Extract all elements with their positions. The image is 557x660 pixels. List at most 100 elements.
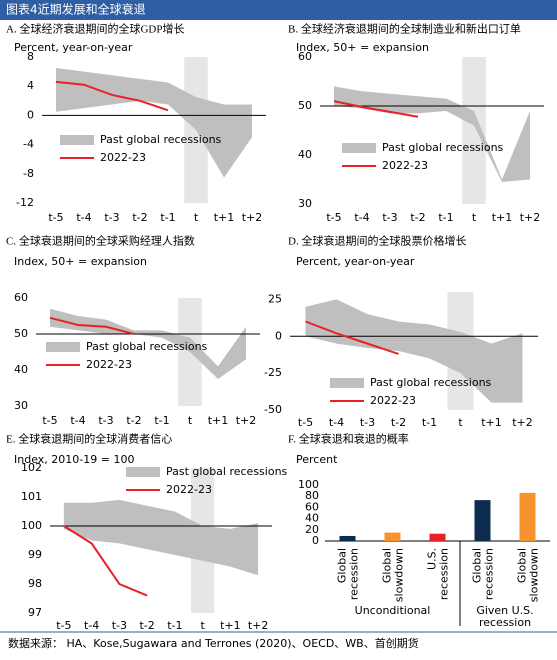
- x-tick-label: U.S.: [426, 548, 439, 570]
- x-tick-label: t-1: [422, 416, 437, 429]
- red-line: [55, 80, 169, 112]
- panel-title: C. 全球衰退期间的全球采购经理人指数: [6, 234, 195, 248]
- x-tick-label: t-3: [112, 619, 127, 632]
- axis-label: Index, 50+ = expansion: [296, 41, 429, 54]
- x-tick-label: recession: [438, 548, 451, 600]
- y-tick-label: 60: [298, 50, 312, 63]
- axis-label: Percent, year-on-year: [14, 41, 133, 54]
- y-tick-label: 101: [21, 490, 42, 503]
- bar: [474, 500, 491, 541]
- x-tick-label: t: [472, 211, 477, 224]
- legend-label: 2022-23: [370, 394, 416, 407]
- band-area: [63, 499, 259, 576]
- x-tick-label: t+2: [512, 416, 533, 429]
- x-tick-label: t-2: [410, 211, 425, 224]
- y-tick-label: 0: [312, 534, 319, 547]
- y-tick-label: 30: [298, 197, 312, 210]
- x-tick-label: t+2: [248, 619, 269, 632]
- x-tick-label: recession: [348, 548, 361, 600]
- y-tick-label: 40: [305, 512, 319, 525]
- x-tick-label: t+1: [220, 619, 241, 632]
- x-tick-label: t-4: [354, 211, 369, 224]
- band-area: [305, 299, 523, 403]
- panel-title: A. 全球经济衰退期间的全球GDP增长: [6, 22, 184, 36]
- x-tick-label: t: [188, 414, 193, 427]
- x-tick-label: t-3: [382, 211, 397, 224]
- x-tick-label: t-4: [76, 211, 91, 224]
- y-tick-label: 25: [268, 292, 282, 305]
- red-line: [305, 320, 399, 355]
- footer-source: 数据来源： HA、Kose,Sugawara and Terrones (202…: [8, 636, 419, 650]
- red-line: [333, 100, 419, 118]
- x-tick-label: t-3: [360, 416, 375, 429]
- y-tick-label: -25: [264, 366, 282, 379]
- group-label: Unconditional: [355, 604, 431, 617]
- group-label: Given U.S.: [476, 604, 533, 617]
- x-tick-label: t+2: [242, 211, 263, 224]
- x-tick-label: Global: [381, 548, 394, 583]
- red-line: [63, 525, 148, 597]
- x-tick-label: t-2: [139, 619, 154, 632]
- y-tick-label: 50: [14, 327, 28, 340]
- y-tick-label: 0: [275, 329, 282, 342]
- y-tick-label: 0: [27, 108, 34, 121]
- x-tick-label: t-5: [48, 211, 63, 224]
- legend-swatch: [46, 342, 80, 352]
- legend-label: 2022-23: [166, 483, 212, 496]
- legend-label: Past global recessions: [86, 340, 208, 353]
- y-tick-label: 100: [21, 519, 42, 532]
- y-tick-label: 80: [305, 489, 319, 502]
- legend-label: 2022-23: [86, 358, 132, 371]
- x-tick-label: t-2: [126, 414, 141, 427]
- x-tick-label: slowdown: [393, 548, 406, 602]
- y-tick-label: 60: [14, 291, 28, 304]
- x-tick-label: Global: [471, 548, 484, 583]
- x-tick-label: t-2: [132, 211, 147, 224]
- red-line: [49, 316, 135, 335]
- y-tick-label: 4: [27, 79, 34, 92]
- y-tick-label: 100: [298, 478, 319, 491]
- bar: [519, 492, 536, 541]
- y-tick-label: 102: [21, 461, 42, 474]
- x-tick-label: t-3: [104, 211, 119, 224]
- bar: [429, 533, 446, 541]
- x-tick-label: t-5: [298, 416, 313, 429]
- header-title: 图表4近期发展和全球衰退: [6, 2, 146, 17]
- y-tick-label: 50: [298, 99, 312, 112]
- y-tick-label: 8: [27, 50, 34, 63]
- y-tick-label: 20: [305, 523, 319, 536]
- x-tick-label: t+2: [236, 414, 257, 427]
- y-tick-label: 99: [28, 548, 42, 561]
- x-tick-label: t+2: [520, 211, 541, 224]
- x-tick-label: t-5: [56, 619, 71, 632]
- legend-swatch: [60, 135, 94, 145]
- panel-title: B. 全球经济衰退期间的全球制造业和新出口订单: [288, 22, 521, 36]
- x-tick-label: t+1: [208, 414, 229, 427]
- legend-label: Past global recessions: [382, 141, 504, 154]
- x-tick-label: t: [458, 416, 463, 429]
- x-tick-label: t-1: [154, 414, 169, 427]
- x-tick-label: t-3: [98, 414, 113, 427]
- x-tick-label: t-1: [160, 211, 175, 224]
- legend-label: 2022-23: [100, 151, 146, 164]
- x-tick-label: Global: [516, 548, 529, 583]
- band-area: [56, 67, 252, 178]
- x-tick-label: t-1: [438, 211, 453, 224]
- axis-label: Percent, year-on-year: [296, 255, 415, 268]
- legend-swatch: [126, 467, 160, 477]
- x-tick-label: t: [200, 619, 205, 632]
- axis-label: Percent: [296, 453, 338, 466]
- x-tick-label: t-1: [167, 619, 182, 632]
- legend-swatch: [330, 378, 364, 388]
- band-area: [334, 86, 530, 182]
- x-tick-label: t+1: [481, 416, 502, 429]
- y-tick-label: 30: [14, 399, 28, 412]
- x-tick-label: t+1: [214, 211, 235, 224]
- panel-title: E. 全球衰退期间的全球消费者信心: [6, 432, 172, 446]
- y-tick-label: 60: [305, 500, 319, 513]
- y-tick-label: -8: [23, 167, 34, 180]
- x-tick-label: t-2: [391, 416, 406, 429]
- y-tick-label: 40: [298, 148, 312, 161]
- x-tick-label: t+1: [492, 211, 513, 224]
- x-tick-label: t: [194, 211, 199, 224]
